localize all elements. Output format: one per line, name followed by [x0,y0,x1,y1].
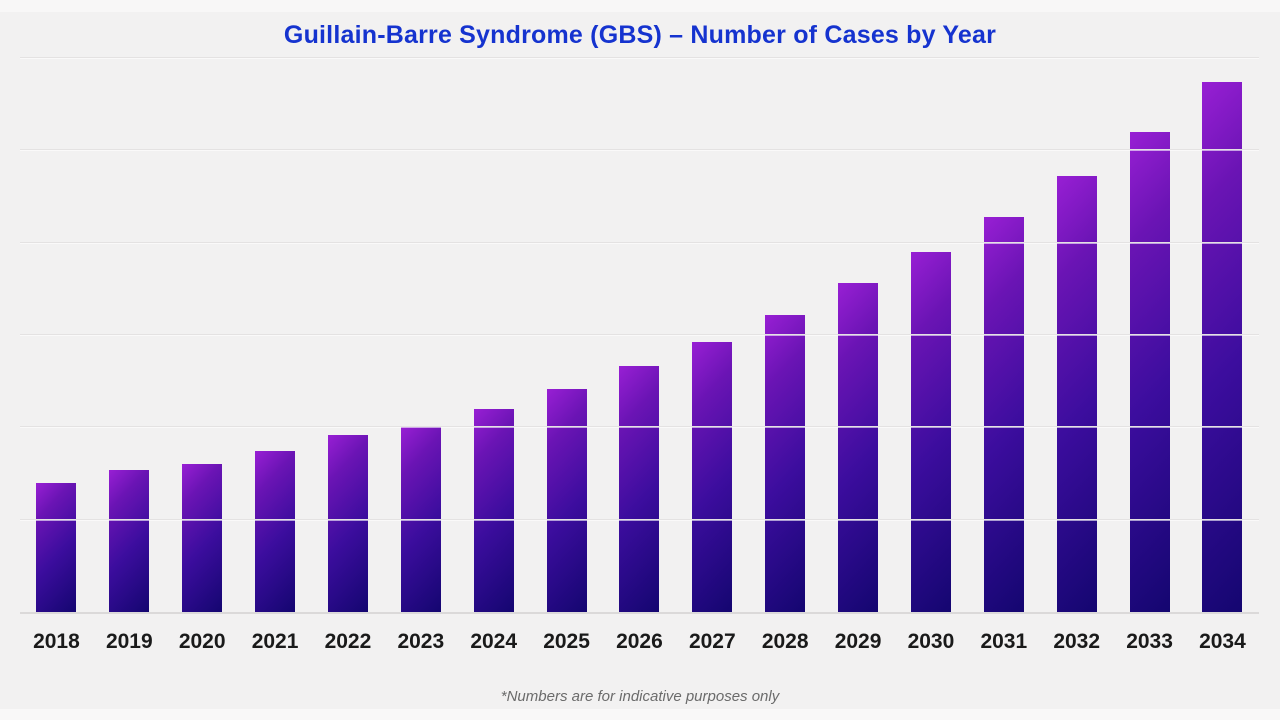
x-axis-label-2026: 2026 [616,630,663,653]
bar-slot-2024 [457,58,530,612]
bar-2030 [910,251,951,612]
x-axis-label-2030: 2030 [907,630,955,653]
bar-2023 [400,427,441,612]
x-axis-labels: 2018 2019 2020 2021 2022 2023 2024 2025 2026 2027… [20,630,1259,654]
bar-slot-2029 [822,58,895,612]
gridline-150 [20,334,1259,335]
bar-slot-2018 [20,58,93,612]
bar-slot-2021 [239,58,312,612]
bar-slot-2019 [93,58,166,612]
bar-slot-2034 [1186,58,1259,612]
x-axis-label-2032: 2032 [1053,630,1101,653]
x-axis-label-2025: 2025 [543,630,590,653]
x-axis-label-2019: 2019 [105,630,153,653]
bar-2021 [255,451,296,612]
bar-2034 [1202,82,1243,612]
bar-slot-2028 [749,58,822,612]
gridline-250 [20,149,1259,151]
bar-slot-2022 [312,58,385,612]
plot-area [20,57,1259,614]
bar-2024 [473,408,514,612]
bar-slot-2030 [895,58,968,612]
bar-2019 [109,469,150,612]
bottom-edge-strip [0,709,1280,720]
bar-2018 [36,482,77,612]
bar-2022 [327,434,368,612]
gridline-300 [20,57,1259,58]
bar-2027 [692,342,733,612]
x-axis-label-2027: 2027 [688,630,736,653]
x-axis-label-2034: 2034 [1199,630,1246,653]
x-axis-label-2031: 2031 [980,630,1028,653]
bar-slot-2025 [530,58,603,612]
x-axis-label-2020: 2020 [178,630,226,653]
bar-2020 [182,464,223,612]
bar-2028 [765,314,806,612]
top-edge-strip [0,0,1280,12]
bar-2029 [838,283,879,612]
gridline-200 [20,241,1259,243]
gridline-100 [20,426,1259,428]
bar-2033 [1129,131,1170,612]
bar-2025 [546,388,587,612]
x-axis-label-2028: 2028 [761,630,809,653]
bar-slot-2033 [1113,58,1186,612]
x-axis-label-2018: 2018 [33,630,80,653]
bar-2032 [1056,176,1097,612]
x-axis-label-2021: 2021 [251,630,299,653]
x-axis-label-2033: 2033 [1126,630,1173,653]
bar-slot-2027 [676,58,749,612]
bar-2026 [619,366,660,612]
chart-footnote: *Numbers are for indicative purposes onl… [500,688,780,705]
bar-slot-2023 [384,58,457,612]
gridline-50 [20,518,1259,520]
bars-row [20,58,1259,612]
x-axis-label-2023: 2023 [397,630,445,653]
x-axis-label-2022: 2022 [324,630,372,653]
bar-slot-2020 [166,58,239,612]
bar-2031 [983,216,1024,612]
bar-slot-2032 [1040,58,1113,612]
chart-title: Guillain-Barre Syndrome (GBS) – Number o… [283,21,997,49]
x-axis-label-2024: 2024 [470,630,518,653]
bar-slot-2026 [603,58,676,612]
bar-slot-2031 [967,58,1040,612]
x-axis-label-2029: 2029 [834,630,882,653]
